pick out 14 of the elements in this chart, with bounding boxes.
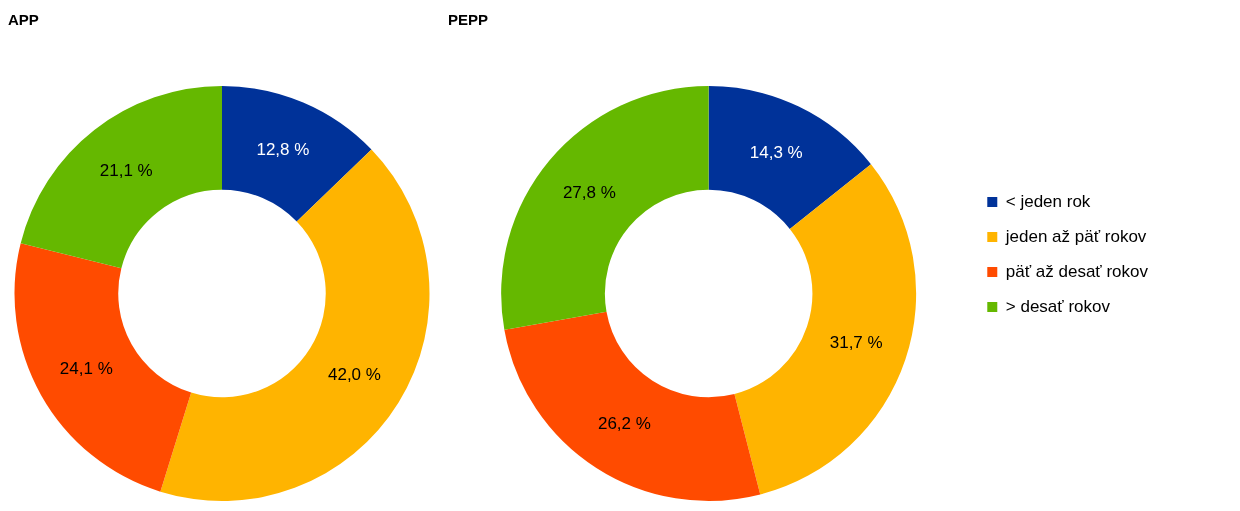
legend-label: päť až desať rokov bbox=[1005, 261, 1149, 281]
data-label: 31,7 % bbox=[829, 332, 883, 352]
data-label: 42,0 % bbox=[327, 364, 381, 384]
legend-label: < jeden rok bbox=[1005, 191, 1091, 211]
legend-label: > desať rokov bbox=[1005, 296, 1111, 316]
data-label: 12,8 % bbox=[256, 139, 310, 159]
data-label: 21,1 % bbox=[99, 160, 153, 180]
chart-title: PEPP bbox=[448, 11, 489, 29]
data-label: 24,1 % bbox=[59, 359, 113, 379]
legend-label: jeden až päť rokov bbox=[1004, 226, 1147, 246]
chart-title: APP bbox=[8, 11, 39, 29]
data-label: 26,2 % bbox=[597, 414, 651, 434]
data-label: 14,3 % bbox=[749, 143, 803, 162]
data-label: 27,8 % bbox=[562, 183, 616, 203]
